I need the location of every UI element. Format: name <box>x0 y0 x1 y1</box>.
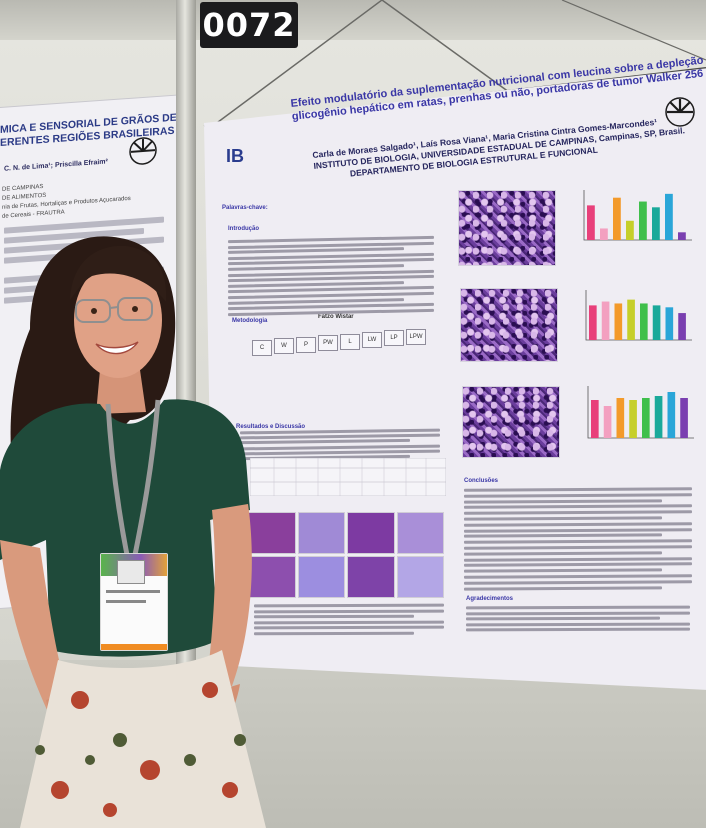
badge-text-line <box>106 590 160 593</box>
badge-clip <box>117 560 145 584</box>
histology-cell <box>248 556 296 598</box>
histology-cell <box>396 512 444 554</box>
poster-results-heading: Resultados e Discussão <box>236 424 306 430</box>
left-poster: MICA E SENSORIAL DE GRÃOS DE CAFÉ ERENTE… <box>0 95 178 608</box>
bar-chart <box>585 290 692 341</box>
poster-introduction-heading: Introdução <box>228 226 259 232</box>
chart-bar <box>678 232 686 240</box>
chart-bar <box>639 201 647 240</box>
poster-acknowledgements-heading: Agradecimentos <box>466 596 514 602</box>
badge-text-line <box>106 600 146 603</box>
chart-bar <box>613 197 621 240</box>
chart-bar <box>680 398 688 438</box>
chart-bar <box>642 398 650 438</box>
method-group-box: P <box>296 336 316 353</box>
chart-bar <box>667 392 676 438</box>
booth-number: 0072 <box>200 2 298 48</box>
method-group-box: LPW <box>406 328 426 345</box>
histology-cell <box>297 512 345 554</box>
chart-bar <box>587 205 595 240</box>
ceiling-panel <box>0 0 706 40</box>
chart-bar <box>603 406 612 438</box>
method-group-box: PW <box>318 335 338 352</box>
histology-cell <box>396 556 444 598</box>
histology-cell <box>297 556 345 598</box>
chart-bar <box>614 303 623 340</box>
ib-logo-icon: IB <box>226 146 244 166</box>
poster-keywords-label: Palavras-chave: <box>222 205 268 211</box>
method-group-box: L <box>340 333 360 350</box>
poster-methodology-label: Fatzo Wistar <box>318 314 354 320</box>
chart-bar <box>589 305 597 340</box>
unicamp-logo-icon <box>129 137 157 165</box>
chart-bar <box>600 228 608 240</box>
chart-bar <box>678 313 686 340</box>
chart-bar <box>665 193 673 240</box>
method-group-box: C <box>252 340 272 356</box>
micrograph-image <box>458 190 556 266</box>
method-group-box: LP <box>384 330 404 347</box>
method-group-box: LW <box>362 332 382 348</box>
method-group-box: W <box>274 338 294 355</box>
chart-bar <box>591 400 599 438</box>
unicamp-logo-icon <box>665 97 695 127</box>
chart-bar <box>652 305 661 340</box>
bar-chart <box>587 386 694 439</box>
histology-cell <box>347 556 395 598</box>
micrograph-image <box>462 386 560 458</box>
chart-bar <box>665 307 674 340</box>
histology-grid <box>248 512 444 598</box>
chart-bar <box>640 303 648 340</box>
bar-chart <box>583 190 692 241</box>
poster-methodology-heading: Metodologia <box>232 318 268 324</box>
chart-bar <box>616 398 625 438</box>
badge-footer-stripe <box>101 644 167 650</box>
chart-bar <box>652 207 660 240</box>
micrograph-image <box>460 288 558 362</box>
chart-bar <box>626 220 634 240</box>
histology-cell <box>347 512 395 554</box>
chart-bar <box>654 396 663 438</box>
poster-conclusion-heading: Conclusões <box>464 478 499 484</box>
chart-bar <box>601 301 610 340</box>
results-table <box>250 458 446 496</box>
chart-bar <box>627 299 635 340</box>
chart-bar <box>629 400 637 438</box>
